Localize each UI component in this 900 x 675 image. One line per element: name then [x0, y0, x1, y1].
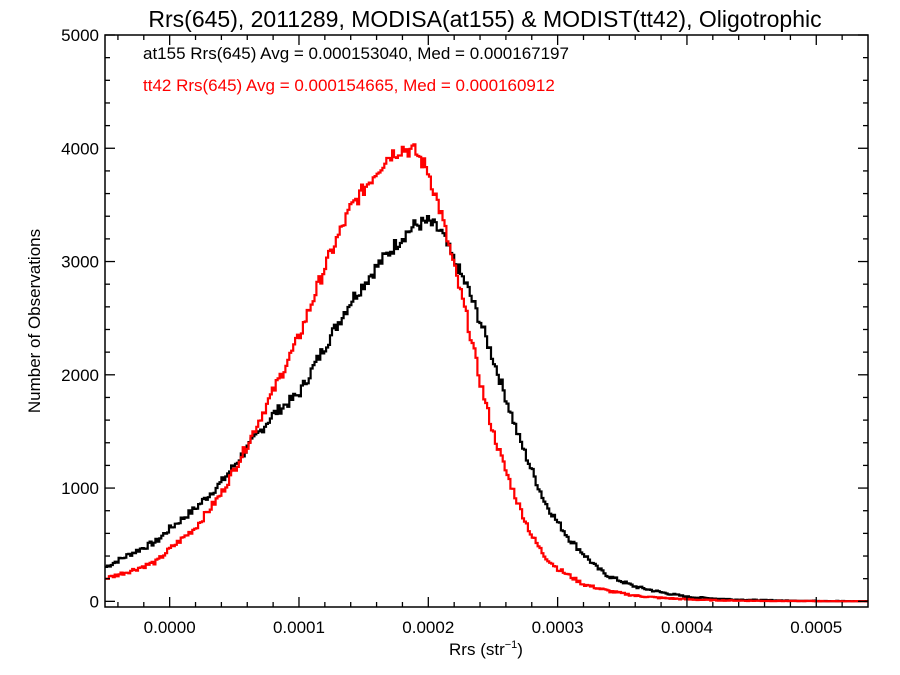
legend-entry-tt42: tt42 Rrs(645) Avg = 0.000154665, Med = 0…: [143, 76, 555, 95]
chart-title: Rrs(645), 2011289, MODISA(at155) & MODIS…: [148, 6, 821, 32]
series-line-tt42: [105, 143, 869, 603]
x-tick-label: 0.0005: [790, 618, 842, 637]
y-tick-label: 2000: [61, 366, 99, 385]
y-tick-label: 0: [90, 592, 99, 611]
legend-entry-at155: at155 Rrs(645) Avg = 0.000153040, Med = …: [143, 44, 569, 63]
y-tick-label: 1000: [61, 479, 99, 498]
plot-frame: [104, 34, 869, 608]
x-tick-label: 0.0000: [144, 618, 196, 637]
x-tick-label: 0.0002: [402, 618, 454, 637]
y-axis: 0 1000 2000 3000 4000 5000: [61, 26, 868, 611]
x-axis-label-superscript: −1: [505, 639, 518, 651]
y-tick-label: 3000: [61, 253, 99, 272]
x-tick-label: 0.0001: [273, 618, 325, 637]
y-tick-label: 4000: [61, 139, 99, 158]
x-axis-label-tail: ): [517, 640, 523, 659]
x-axis-label-main: Rrs (str: [449, 640, 505, 659]
x-tick-label: 0.0004: [661, 618, 713, 637]
y-tick-label: 5000: [61, 26, 99, 45]
x-axis: 0.0000 0.0001 0.0002 0.0003 0.0004 0.0005: [117, 35, 843, 637]
y-axis-label: Number of Observations: [25, 229, 44, 413]
series-layer: [105, 143, 869, 603]
x-tick-label: 0.0003: [532, 618, 584, 637]
x-axis-label: Rrs (str−1): [449, 639, 523, 659]
